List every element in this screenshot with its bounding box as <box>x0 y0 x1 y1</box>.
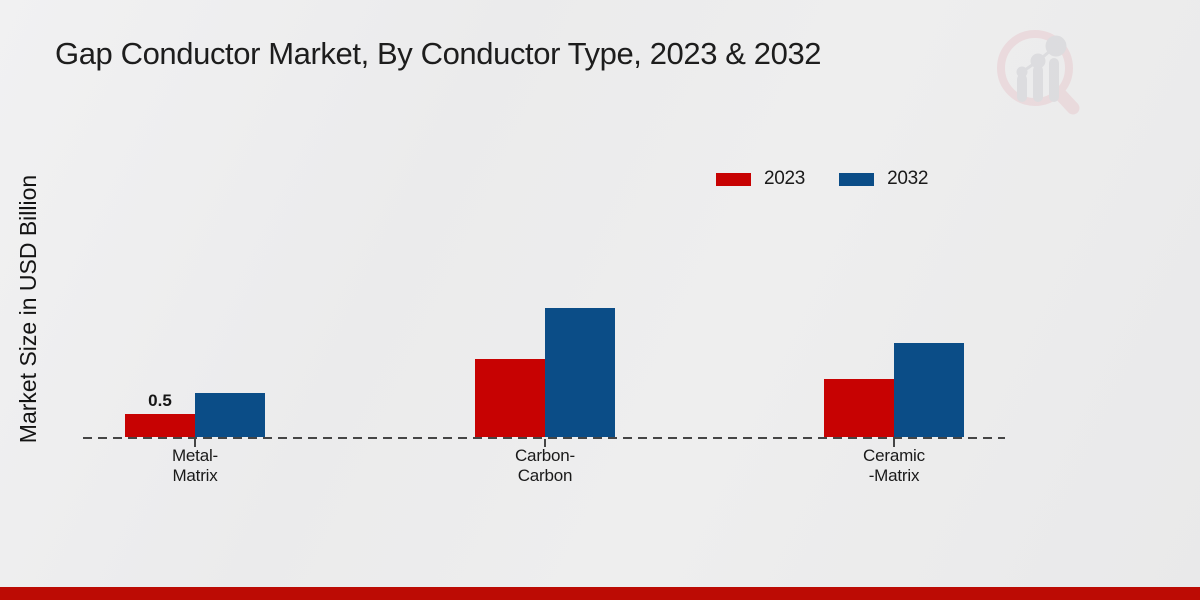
bar-2032-ceramic-matrix <box>894 343 964 437</box>
bar-2023-metal-matrix <box>125 414 195 437</box>
x-axis-category-label: Carbon- Carbon <box>514 446 576 485</box>
bar-2032-carbon-carbon <box>545 308 615 437</box>
legend-swatch <box>716 172 751 186</box>
legend-item-2023: 2023 <box>716 168 805 190</box>
x-axis-baseline <box>83 437 1005 439</box>
bar-2023-ceramic-matrix <box>824 379 894 437</box>
bar-value-label: 0.5 <box>148 391 172 410</box>
legend: 2023 2032 <box>716 168 928 190</box>
x-axis-tick <box>194 439 196 447</box>
legend-item-2032: 2032 <box>839 168 928 190</box>
legend-swatch <box>839 172 875 186</box>
bar-2023-carbon-carbon <box>475 359 545 437</box>
x-axis-category-label: Ceramic -Matrix <box>863 446 925 485</box>
x-axis-tick <box>893 439 895 447</box>
x-axis-category-label: Metal- Matrix <box>171 446 219 485</box>
magnifier-bar-chart-logo-icon <box>997 30 1080 115</box>
bar-2032-metal-matrix <box>195 393 265 437</box>
footer-red-strip <box>0 587 1200 600</box>
legend-label: 2032 <box>887 168 929 189</box>
chart-title: Gap Conductor Market, By Conductor Type,… <box>55 36 822 71</box>
legend-label: 2023 <box>764 168 806 189</box>
x-axis-tick <box>544 439 546 447</box>
